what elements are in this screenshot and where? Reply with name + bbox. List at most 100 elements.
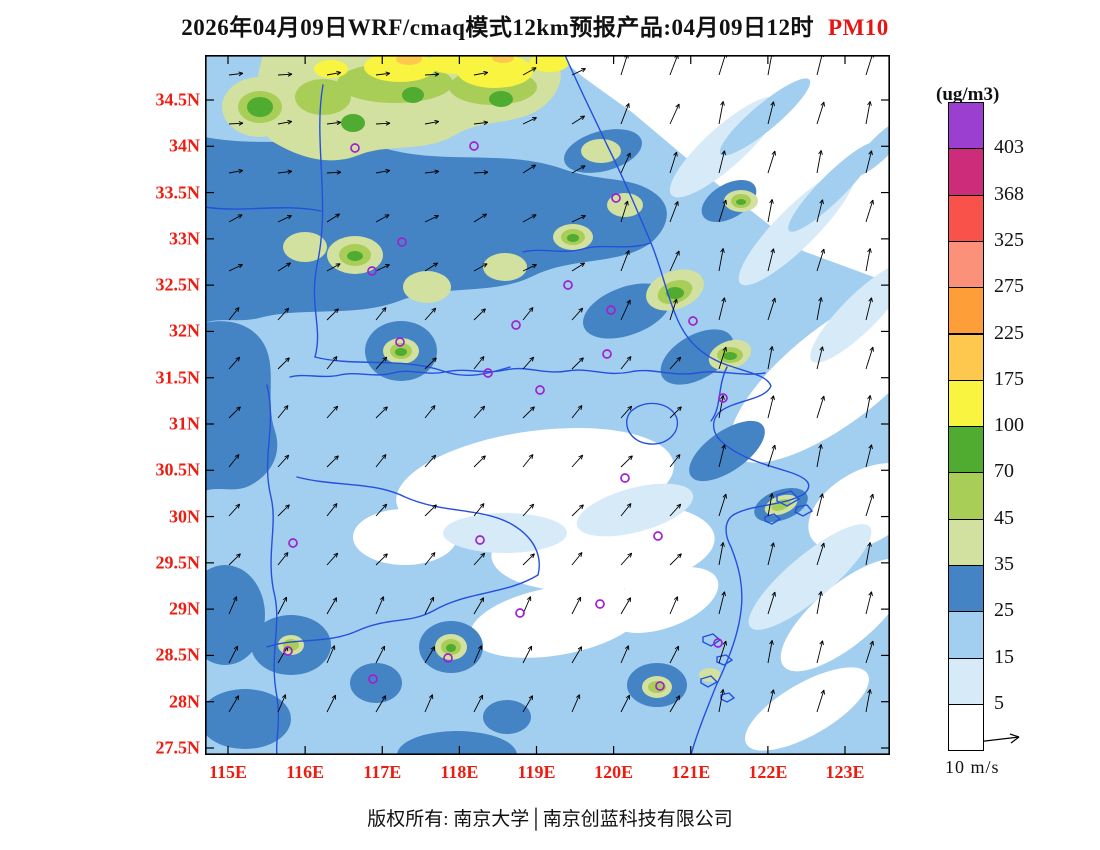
wind-arrow — [620, 552, 633, 566]
station-marker — [283, 646, 293, 656]
wind-arrow — [865, 542, 872, 566]
wind-arrow — [718, 248, 725, 272]
wind-arrow — [816, 346, 824, 370]
wind-arrow — [816, 493, 824, 517]
colorbar-band — [948, 611, 984, 659]
colorbar-units: (ug/m3) — [936, 84, 1000, 105]
lon-label: 116E — [286, 762, 325, 782]
colorbar-label: 100 — [994, 414, 1024, 437]
lat-label: 34.5N — [155, 89, 201, 110]
wind-arrow — [620, 455, 633, 468]
wind-arrow — [571, 646, 583, 664]
wind-arrow — [375, 214, 390, 223]
wind-arrow — [424, 215, 439, 223]
wind-arrow — [522, 503, 535, 517]
wind-arrow — [473, 70, 489, 76]
station-marker — [606, 305, 616, 315]
coastline-boundary — [313, 84, 324, 358]
wind-arrow — [277, 552, 289, 566]
wind-arrow — [718, 101, 725, 125]
lat-label: 31N — [169, 413, 200, 434]
wind-arrow — [473, 308, 486, 321]
title-main: 2026年04月09日WRF/cmaq模式12km预报产品:04月09日12时 — [181, 15, 815, 40]
pm10-contour-region — [205, 137, 667, 323]
wind-arrow — [816, 248, 825, 272]
wind-arrow — [375, 503, 388, 517]
wind-arrow — [424, 646, 436, 664]
lon-label: 117E — [363, 762, 402, 782]
coastline-boundary — [716, 654, 734, 666]
wind-arrow — [718, 150, 726, 174]
wind-arrow — [228, 406, 241, 419]
colorbar-band — [948, 240, 984, 289]
colorbar-label: 15 — [994, 645, 1014, 668]
wind-arrow — [228, 503, 241, 517]
wind-arrow — [865, 150, 873, 174]
wind-arrow — [816, 689, 825, 713]
station-marker — [475, 535, 485, 545]
wind-arrow — [277, 262, 292, 272]
coastline-boundary — [266, 384, 280, 755]
wind-arrow — [375, 121, 391, 126]
wind-arrow — [816, 395, 825, 419]
wind-arrow — [375, 168, 391, 174]
pm10-contour-region — [780, 558, 890, 672]
wind-arrow — [424, 119, 440, 125]
pm10-contour-region — [283, 232, 327, 262]
wind-arrow — [767, 150, 776, 174]
wind-arrow — [816, 150, 823, 174]
pm10-contour-region — [395, 348, 407, 356]
wind-arrow — [326, 70, 342, 76]
pm10-contour-region — [771, 499, 791, 511]
pm10-contour-region — [581, 139, 621, 163]
wind-arrow — [669, 596, 679, 615]
wind-arrow — [326, 597, 338, 615]
wind-arrow — [571, 68, 586, 76]
pm10-contour-region — [396, 55, 422, 65]
wind-arrow — [620, 250, 630, 272]
station-marker — [483, 368, 493, 378]
wind-arrow — [522, 307, 534, 321]
wind-arrow — [277, 119, 293, 125]
station-marker — [602, 349, 612, 359]
pm10-contour-region — [736, 199, 746, 205]
colorbar-label: 403 — [994, 136, 1024, 159]
wind-arrow — [522, 117, 537, 125]
wind-arrow — [816, 591, 823, 615]
wind-arrow — [767, 493, 774, 517]
coastline-boundary — [266, 476, 540, 648]
wind-arrow — [865, 591, 873, 615]
page-title: 2026年04月09日WRF/cmaq模式12km预报产品:04月09日12时 P… — [0, 8, 1070, 42]
station-marker — [350, 143, 360, 153]
station-marker — [368, 674, 378, 684]
wind-arrow — [473, 120, 489, 126]
station-marker — [653, 531, 663, 541]
wind-arrow — [424, 72, 440, 77]
wind-arrow — [718, 493, 727, 517]
pm10-contour-region — [247, 97, 273, 117]
wind-arrow — [522, 406, 535, 419]
pm10-contour-region — [492, 55, 514, 63]
coastline-boundary — [764, 513, 782, 525]
lat-label: 33.5N — [155, 182, 201, 203]
wind-arrow — [669, 503, 682, 517]
pm10-contour-region — [314, 60, 348, 78]
wind-arrow — [669, 151, 678, 174]
colorbar-band — [948, 426, 984, 474]
wind-arrow — [571, 596, 582, 615]
pm10-contour-region — [735, 271, 795, 331]
wind-arrow — [326, 170, 342, 175]
station-marker — [655, 681, 665, 691]
wind-arrow — [424, 504, 437, 517]
colorbar-label: 35 — [994, 553, 1014, 575]
wind-arrow — [424, 307, 437, 321]
wind-arrow — [571, 307, 584, 321]
wind-arrow — [620, 694, 631, 713]
wind-arrow — [424, 169, 440, 175]
wind-arrow — [767, 346, 774, 370]
wind-arrow — [767, 444, 776, 468]
wind-arrow — [522, 553, 535, 566]
lon-label: 122E — [748, 762, 788, 782]
wind-arrow — [669, 356, 682, 370]
coastline-boundary — [205, 206, 322, 212]
